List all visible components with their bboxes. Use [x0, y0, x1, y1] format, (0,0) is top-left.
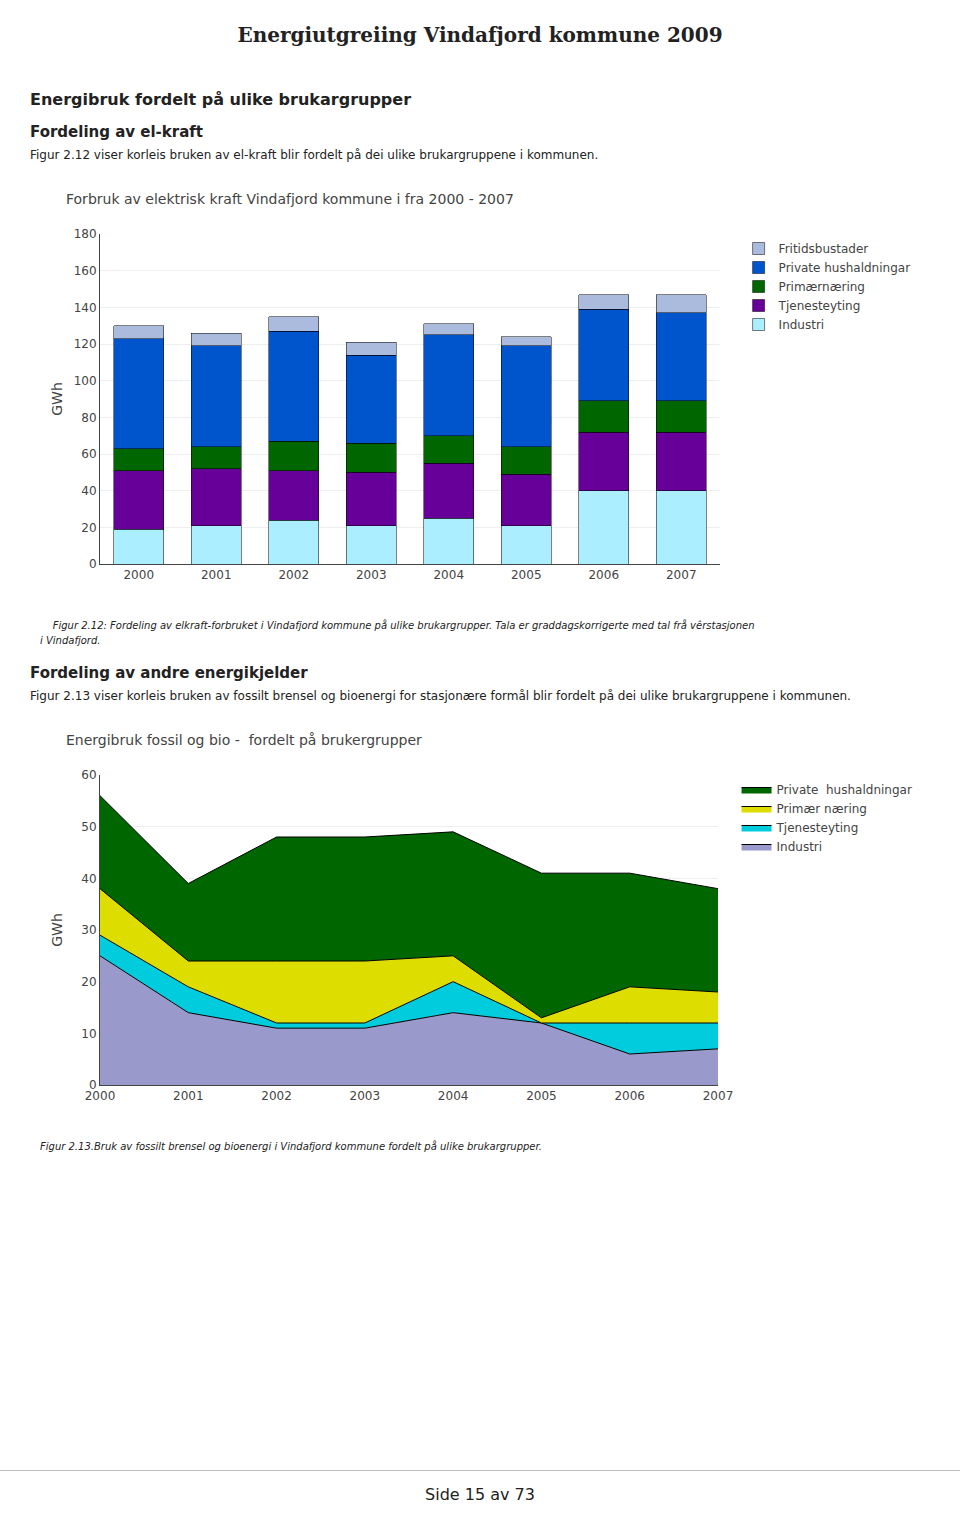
svg-text:Fritidsbustader: Fritidsbustader [779, 242, 869, 256]
svg-text:120: 120 [74, 337, 97, 351]
html-text:Figur 2.13 viser korleis bruke: Figur 2.13 viser korleis bruken av fossi… [30, 688, 851, 703]
svg-text:2005: 2005 [511, 568, 542, 582]
svg-text:40: 40 [81, 484, 96, 498]
svg-text:2000: 2000 [85, 1089, 116, 1103]
html-text:Fordeling av andre energikjeld: Fordeling av andre energikjelder [30, 663, 308, 682]
svg-text:Primærnæring: Primærnæring [779, 280, 865, 294]
svg-text:2003: 2003 [350, 1089, 381, 1103]
html-text:Figur 2.13.Bruk av fossilt bre: Figur 2.13.Bruk av fossilt brensel og bi… [40, 1140, 542, 1152]
svg-text:Tjenesteyting: Tjenesteyting [776, 821, 859, 835]
svg-text:2000: 2000 [123, 568, 154, 582]
svg-text:2003: 2003 [356, 568, 387, 582]
html-text:Energiutgreiing Vindafjord kom: Energiutgreiing Vindafjord kommune 2009 [237, 23, 723, 47]
html-text:Side 15 av 73: Side 15 av 73 [425, 1485, 535, 1504]
svg-text:Forbruk av elektrisk kraft Vin: Forbruk av elektrisk kraft Vindafjord ko… [66, 191, 514, 207]
svg-text:Private hushaldningar: Private hushaldningar [779, 261, 911, 275]
svg-text:2007: 2007 [666, 568, 697, 582]
svg-text:20: 20 [81, 520, 96, 534]
svg-text:Industri: Industri [777, 840, 823, 854]
svg-text:0: 0 [89, 1078, 97, 1092]
svg-text:50: 50 [81, 819, 96, 833]
svg-text:2001: 2001 [173, 1089, 204, 1103]
svg-text:Tjenesteyting: Tjenesteyting [778, 299, 861, 313]
svg-text:140: 140 [74, 300, 97, 314]
svg-text:Industri: Industri [779, 318, 825, 332]
svg-text:160: 160 [74, 264, 97, 278]
svg-text:Private hushaldningar: Private hushaldningar [777, 783, 912, 797]
svg-text:Energibruk fossil og bio - fo: Energibruk fossil og bio - fordelt på br… [66, 732, 422, 748]
svg-text:80: 80 [81, 410, 96, 424]
svg-text:2004: 2004 [438, 1089, 469, 1103]
html-text:Fordeling av el-kraft: Fordeling av el-kraft [30, 123, 203, 141]
svg-text:20: 20 [81, 974, 96, 988]
svg-text:2005: 2005 [526, 1089, 557, 1103]
svg-text:0: 0 [89, 557, 97, 571]
svg-text:2004: 2004 [433, 568, 464, 582]
svg-text:2007: 2007 [703, 1089, 734, 1103]
svg-text:2006: 2006 [614, 1089, 645, 1103]
svg-text:2002: 2002 [278, 568, 309, 582]
svg-text:2002: 2002 [261, 1089, 292, 1103]
svg-text:10: 10 [81, 1026, 96, 1040]
svg-text:40: 40 [81, 871, 96, 885]
svg-text:30: 30 [81, 923, 96, 937]
html-text:i Vindafjord.: i Vindafjord. [40, 634, 101, 646]
svg-text:Primær næring: Primær næring [777, 802, 867, 816]
svg-text:60: 60 [81, 768, 96, 782]
svg-text:100: 100 [74, 374, 97, 388]
svg-text:60: 60 [81, 447, 96, 461]
html-text:Figur 2.12 viser korleis bruke: Figur 2.12 viser korleis bruken av el-kr… [30, 148, 599, 162]
html-text:Energibruk fordelt på ulike br: Energibruk fordelt på ulike brukargruppe… [30, 90, 412, 109]
svg-text:GWh: GWh [49, 913, 65, 947]
svg-text:GWh: GWh [49, 382, 65, 416]
svg-text:2001: 2001 [201, 568, 232, 582]
svg-text:2006: 2006 [588, 568, 619, 582]
svg-text:180: 180 [74, 227, 97, 241]
html-text:Figur 2.12: Fordeling av elkra: Figur 2.12: Fordeling av elkraft-forbruk… [40, 619, 755, 631]
